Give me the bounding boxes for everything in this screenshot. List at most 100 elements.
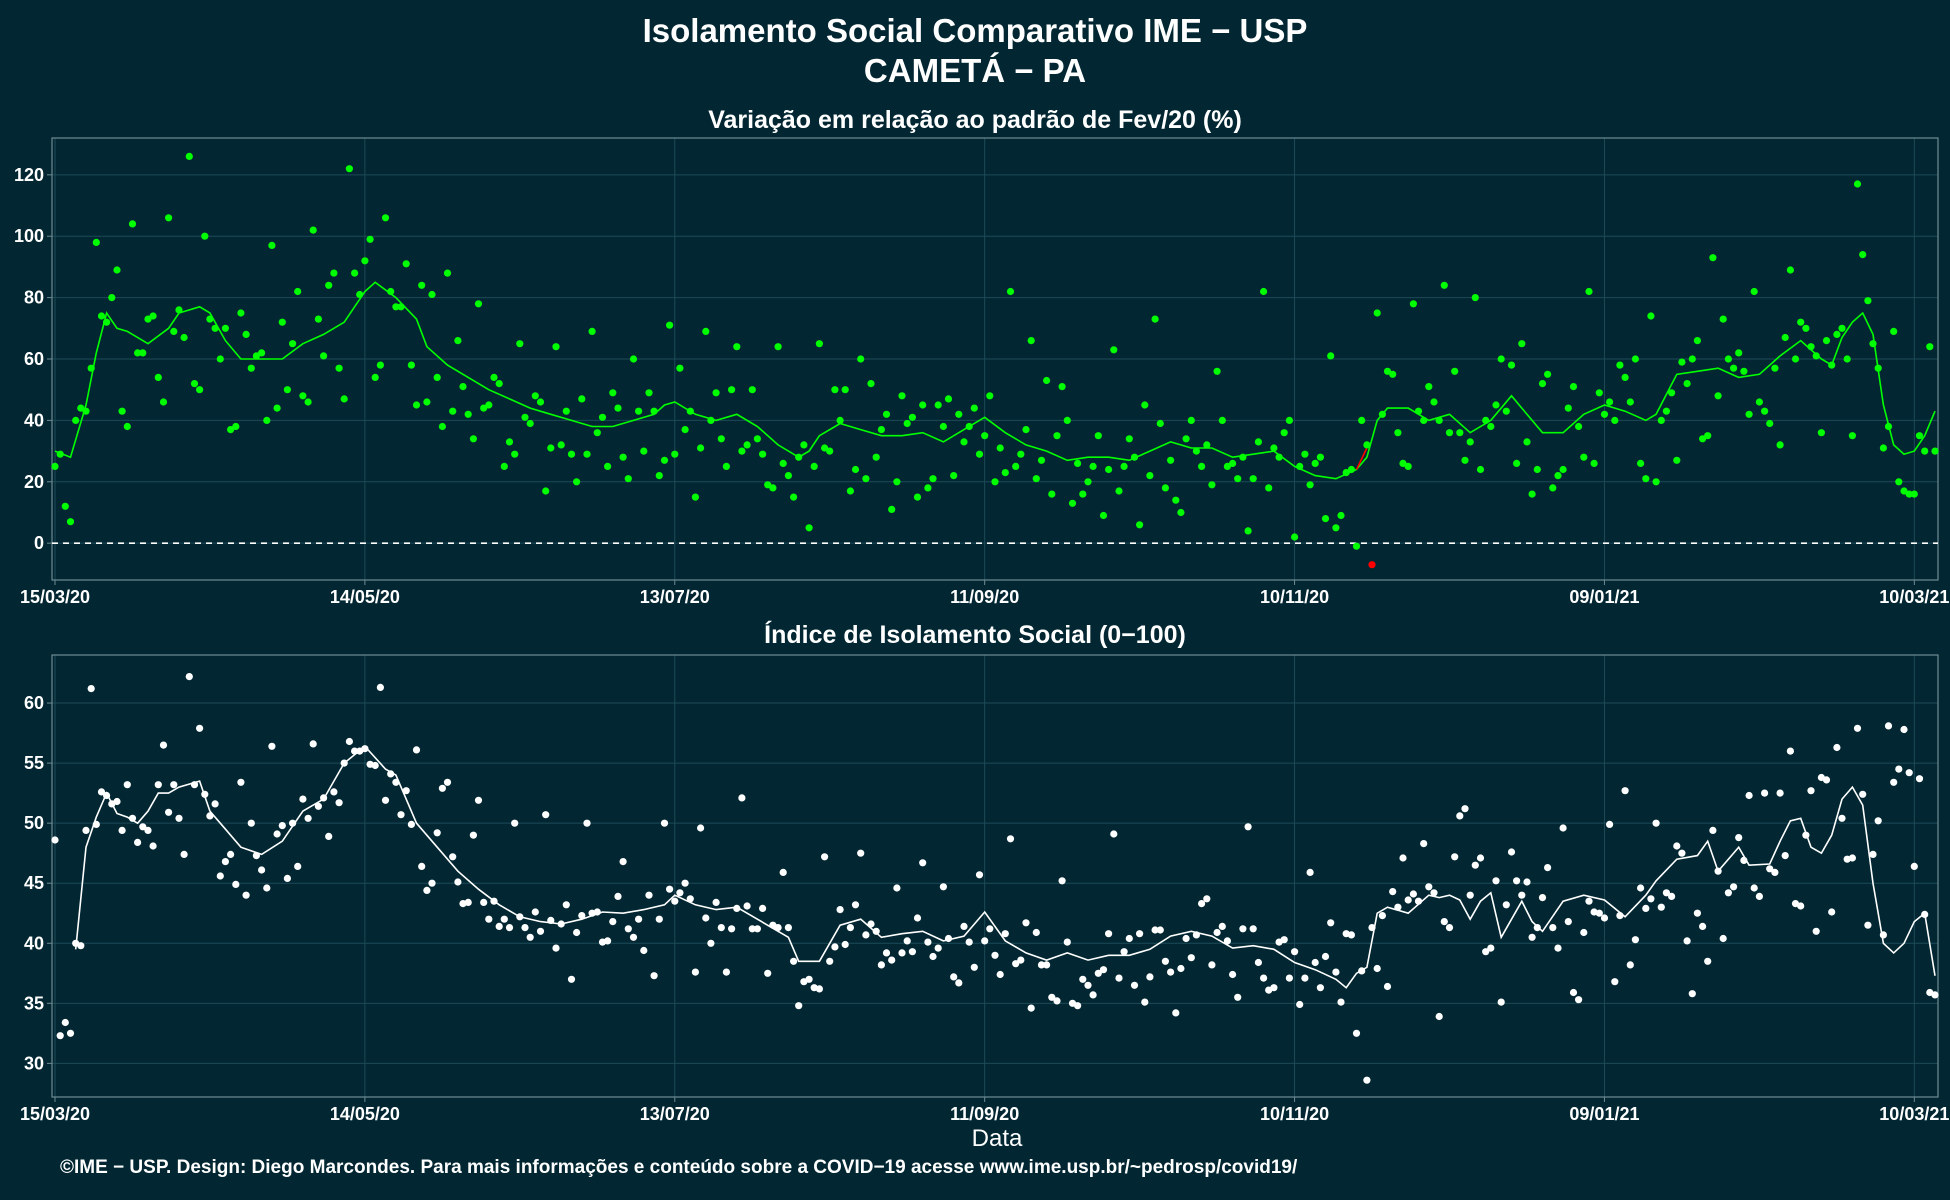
data-point xyxy=(728,925,736,933)
data-point xyxy=(1869,850,1877,859)
data-point xyxy=(1719,934,1727,943)
data-point xyxy=(1637,884,1645,892)
data-point xyxy=(123,422,131,431)
data-point xyxy=(552,944,560,952)
top-panel-plot: 0 20 40 60 80 100 120 15/03/20 14/05/20 13/07/20 1… xyxy=(14,137,1949,607)
plot-frame xyxy=(51,654,1939,1098)
data-point xyxy=(1652,478,1660,486)
data-point xyxy=(774,343,782,351)
data-point xyxy=(1507,361,1516,369)
data-point xyxy=(531,392,539,400)
data-point xyxy=(1502,901,1510,909)
data-point xyxy=(1559,824,1567,832)
data-point xyxy=(1786,747,1794,755)
data-point xyxy=(1203,441,1211,449)
data-point xyxy=(1347,465,1355,474)
data-point xyxy=(1802,324,1810,332)
data-point xyxy=(1859,251,1867,259)
data-point xyxy=(418,281,426,289)
data-point xyxy=(1156,419,1164,428)
data-point xyxy=(1363,441,1371,449)
x-tick-label: 14/05/20 xyxy=(330,587,400,607)
data-point xyxy=(190,781,199,789)
data-point xyxy=(815,340,824,348)
data-point xyxy=(1404,896,1412,904)
data-point xyxy=(1879,444,1887,452)
data-point xyxy=(877,426,886,434)
data-point xyxy=(1311,459,1319,467)
data-point xyxy=(118,826,126,835)
data-point xyxy=(1910,862,1918,871)
data-point xyxy=(72,416,80,424)
data-point xyxy=(211,324,219,332)
data-point xyxy=(77,404,85,412)
data-point xyxy=(1817,429,1825,437)
data-point xyxy=(640,946,648,955)
data-point xyxy=(944,934,953,943)
data-point xyxy=(325,281,333,289)
data-point xyxy=(227,426,235,434)
data-point xyxy=(1533,924,1541,932)
data-point xyxy=(1161,484,1169,492)
data-point xyxy=(449,407,457,415)
data-point xyxy=(340,759,348,767)
data-point xyxy=(216,872,224,880)
data-point xyxy=(1709,254,1717,262)
data-point xyxy=(996,970,1004,979)
data-point xyxy=(913,493,922,501)
data-point xyxy=(144,826,152,835)
data-point xyxy=(1001,469,1009,477)
data-point xyxy=(583,819,591,827)
x-tick-label: 13/07/20 xyxy=(640,587,710,607)
data-point xyxy=(1280,429,1288,437)
data-point xyxy=(1285,416,1293,424)
data-point xyxy=(583,450,591,458)
data-point xyxy=(1218,922,1226,931)
data-point xyxy=(443,269,452,277)
data-point xyxy=(1099,966,1108,974)
data-point xyxy=(511,819,519,827)
data-point xyxy=(1017,956,1025,964)
data-point xyxy=(289,340,297,348)
data-point xyxy=(753,435,762,443)
data-point xyxy=(1068,499,1077,507)
data-point xyxy=(542,811,550,819)
data-point xyxy=(536,398,545,406)
data-point xyxy=(51,462,59,470)
data-point xyxy=(1755,892,1763,901)
data-point xyxy=(877,961,886,969)
data-point xyxy=(882,410,891,418)
data-point xyxy=(1368,561,1376,569)
data-point xyxy=(1585,287,1593,296)
data-point xyxy=(1869,340,1877,348)
data-point xyxy=(955,979,963,987)
data-point xyxy=(1859,790,1867,798)
data-point xyxy=(1058,383,1066,391)
data-point xyxy=(542,487,550,495)
chart-title-line1: Isolamento Social Comparativo IME − USP xyxy=(642,12,1308,49)
data-point xyxy=(1358,416,1366,424)
data-point xyxy=(1466,438,1474,446)
data-point xyxy=(1270,984,1278,992)
data-point xyxy=(294,287,302,296)
y-tick-label: 45 xyxy=(24,873,44,893)
data-point xyxy=(1828,361,1836,369)
data-point xyxy=(242,891,250,899)
data-point xyxy=(1735,834,1743,842)
data-point xyxy=(330,788,338,796)
data-point xyxy=(759,450,767,458)
data-point xyxy=(1652,819,1660,827)
data-point xyxy=(1476,854,1485,862)
data-point xyxy=(242,330,250,338)
data-point xyxy=(438,784,446,792)
data-point xyxy=(268,241,276,249)
data-point xyxy=(366,235,374,243)
data-point xyxy=(325,832,333,841)
data-point xyxy=(1564,918,1572,926)
data-point xyxy=(975,450,984,458)
data-point xyxy=(433,373,441,381)
data-point xyxy=(149,842,157,850)
data-point xyxy=(1771,364,1779,372)
data-point xyxy=(836,906,844,914)
data-point xyxy=(1244,527,1252,535)
